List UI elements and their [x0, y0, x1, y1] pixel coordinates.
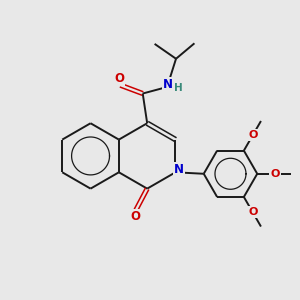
- Text: O: O: [270, 169, 280, 179]
- Text: O: O: [248, 207, 257, 218]
- Text: O: O: [114, 72, 124, 85]
- Text: O: O: [130, 210, 140, 223]
- Text: O: O: [248, 130, 257, 140]
- Text: N: N: [174, 164, 184, 176]
- Text: H: H: [174, 82, 183, 93]
- Text: N: N: [163, 78, 173, 91]
